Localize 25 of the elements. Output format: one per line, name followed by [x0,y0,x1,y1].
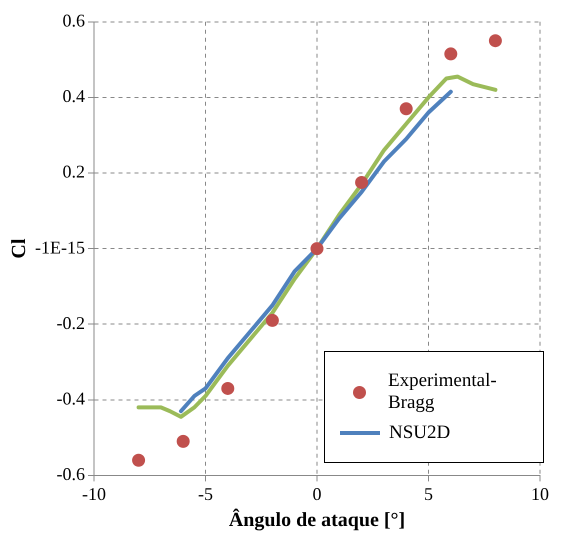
x-tick-label: 0 [312,484,322,504]
point [310,242,324,256]
legend-label: Experimental-Bragg [388,370,498,414]
y-tick-label: 0.6 [62,10,85,31]
point [488,34,502,48]
x-tick-label: -10 [82,484,106,504]
point [132,454,146,467]
x-axis-title: Ângulo de ataque [°] [228,508,406,532]
point [355,176,368,189]
x-tick-label: -5 [198,484,213,504]
y-tick-label: 0.2 [62,162,85,182]
y-tick-label: -1E-15 [35,237,85,258]
y-tick-label: -0.6 [56,464,85,484]
x-tick-label: 10 [531,484,549,504]
point [176,434,190,448]
y-tick-label: -0.4 [56,388,85,409]
legend-label: NSU2D [389,422,450,444]
y-tick-label: -0.2 [56,312,85,333]
y-tick-label: 0.4 [62,86,85,106]
point [444,47,458,60]
point [400,102,413,116]
point [266,314,279,327]
x-tick-label: 5 [424,484,433,504]
point [221,382,234,395]
y-axis-title: Cl [8,238,30,259]
